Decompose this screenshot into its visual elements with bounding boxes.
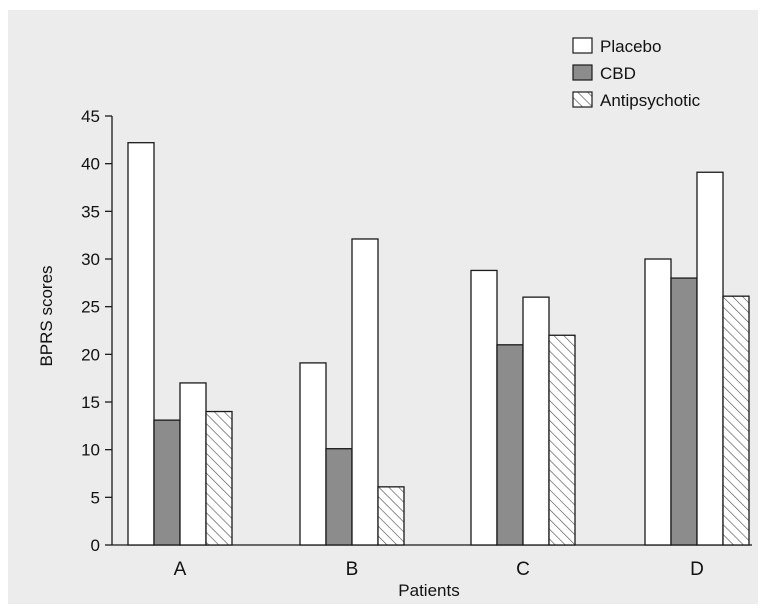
bar-b-2 — [325, 448, 353, 546]
bar-d-4 — [722, 295, 750, 546]
legend: Placebo CBD Antipsychotic — [572, 37, 701, 110]
bar-c-1 — [470, 269, 498, 546]
bar-c-2 — [496, 344, 524, 546]
bars — [127, 142, 750, 546]
bar-d-1 — [644, 258, 672, 546]
legend-label-cbd: CBD — [600, 64, 636, 83]
legend-label-placebo: Placebo — [600, 37, 661, 56]
bar-b-3 — [351, 238, 379, 546]
bar-a-4 — [205, 410, 233, 546]
y-tick-label: 20 — [81, 345, 100, 364]
y-tick-label: 0 — [91, 536, 100, 555]
legend-swatch-cbd — [572, 64, 593, 81]
x-tick-label: C — [516, 559, 530, 580]
x-tick-label: A — [174, 559, 187, 580]
legend-swatch-placebo — [572, 37, 593, 54]
legend-label-antipsychotic: Antipsychotic — [600, 91, 701, 110]
x-tick-label: D — [690, 559, 704, 580]
y-tick-label: 45 — [81, 107, 100, 126]
bar-c-4 — [548, 334, 576, 546]
y-tick-label: 5 — [91, 488, 100, 507]
bar-b-4 — [377, 486, 405, 546]
x-tick-label: B — [346, 559, 359, 580]
bar-a-3 — [179, 382, 207, 546]
bar-b-1 — [299, 362, 327, 546]
bar-d-3 — [696, 171, 724, 546]
bar-a-2 — [153, 419, 181, 546]
y-tick-label: 15 — [81, 393, 100, 412]
y-tick-label: 30 — [81, 250, 100, 269]
y-tick-label: 35 — [81, 202, 100, 221]
y-tick-label: 25 — [81, 298, 100, 317]
bar-a-1 — [127, 142, 155, 546]
bar-d-2 — [670, 277, 698, 546]
x-tick-labels: A B C D — [174, 559, 704, 580]
legend-swatch-antipsychotic — [572, 91, 593, 108]
y-tick-label: 40 — [81, 155, 100, 174]
y-axis-title: BPRS scores — [37, 265, 56, 366]
y-tick-label: 10 — [81, 441, 100, 460]
x-axis-title: Patients — [398, 581, 459, 600]
bar-c-3 — [522, 296, 550, 546]
y-ticks: 0 5 10 15 20 25 30 35 40 45 — [81, 107, 112, 555]
